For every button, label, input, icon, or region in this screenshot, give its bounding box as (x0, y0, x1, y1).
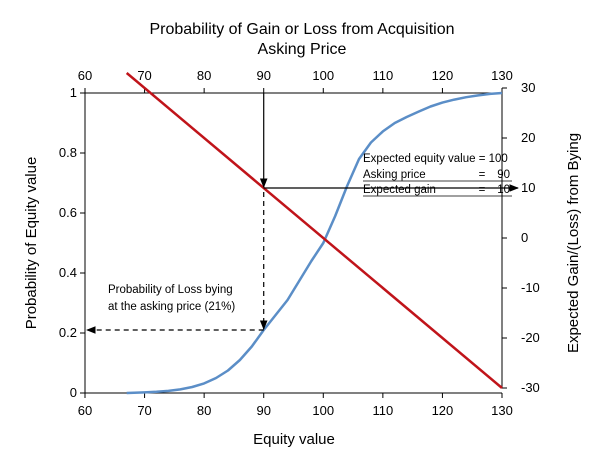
y-left-axis-title: Probability of Equity value (23, 157, 40, 330)
annotation-layer (86, 93, 519, 334)
x-top-tick-label: 80 (197, 68, 211, 83)
x-bottom-tick-label: 100 (312, 403, 334, 418)
annotation-expected-gain-label: Expected gain (363, 184, 436, 196)
loss-annotation-line1: Probability of Loss bying (108, 284, 233, 296)
series-layer (125, 72, 503, 395)
y-right-tick-label: -10 (521, 280, 540, 295)
x-top-tick-label: 130 (491, 68, 513, 83)
y-left-tick-label: 1 (70, 85, 77, 100)
annotation-expected-gain-value: 10 (497, 184, 510, 196)
y-left-tick-label: 0.6 (59, 205, 77, 220)
x-top-tick-label: 90 (256, 68, 270, 83)
y-right-tick-label: -30 (521, 380, 540, 395)
annotation-asking-price-label: Asking price (363, 169, 426, 181)
x-top-tick-label: 120 (432, 68, 454, 83)
annotation-expected-gain-eq: = (479, 184, 486, 196)
y-left-tick-label: 0.2 (59, 325, 77, 340)
chart-title: Probability of Gain or Loss from Acquisi… (149, 21, 454, 38)
x-bottom-tick-label: 120 (432, 403, 454, 418)
x-bottom-tick-label: 130 (491, 403, 513, 418)
annotation-asking-price-eq: = (479, 169, 486, 181)
y-right-tick-label: -20 (521, 330, 540, 345)
loss-annotation-line2: at the asking price (21%) (108, 301, 235, 313)
annotation-expected-equity: Expected equity value = 100 (363, 153, 508, 165)
y-left-tick-label: 0 (70, 385, 77, 400)
y-right-axis-title: Expected Gain/(Loss) from Bying (565, 133, 582, 353)
gain-loss-line (125, 72, 503, 389)
ticks-layer: 6060707080809090100100110110120120130130… (59, 68, 540, 418)
annotation-box: Expected equity value = 100 Asking price… (363, 153, 512, 197)
x-bottom-tick-label: 80 (197, 403, 211, 418)
x-bottom-tick-label: 70 (137, 403, 151, 418)
x-bottom-tick-label: 110 (372, 403, 393, 418)
y-left-tick-label: 0.4 (59, 265, 77, 280)
x-top-tick-label: 70 (137, 68, 151, 83)
y-right-tick-label: 20 (521, 130, 535, 145)
y-right-tick-label: 10 (521, 180, 535, 195)
x-top-tick-label: 110 (372, 68, 393, 83)
x-axis-title: Equity value (253, 431, 335, 448)
x-bottom-tick-label: 90 (256, 403, 270, 418)
chart-subtitle: Asking Price (258, 41, 347, 58)
x-top-tick-label: 100 (312, 68, 334, 83)
y-right-tick-label: 30 (521, 80, 535, 95)
y-left-tick-label: 0.8 (59, 145, 77, 160)
cumulative-probability-curve (126, 91, 503, 395)
y-right-tick-label: 0 (521, 230, 528, 245)
axes-layer (84, 88, 503, 394)
x-top-tick-label: 60 (78, 68, 92, 83)
x-bottom-tick-label: 60 (78, 403, 92, 418)
annotation-asking-price-value: 90 (497, 169, 510, 181)
